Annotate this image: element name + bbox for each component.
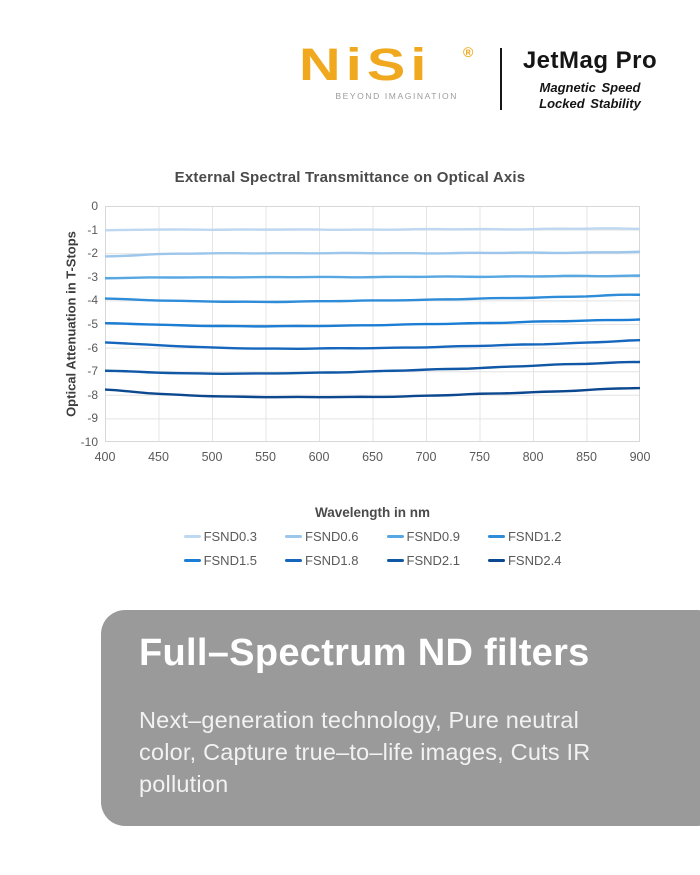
legend-item-FSND1.8: FSND1.8 [285,553,359,568]
x-tick-label: 600 [308,450,330,464]
series-line-FSND1.5 [105,318,640,328]
legend-dash-icon [386,535,404,538]
registered-trademark-icon: ® [463,44,474,60]
legend-item-FSND1.5: FSND1.5 [183,553,258,568]
legend-item-FSND0.6: FSND0.6 [285,529,359,544]
x-tick-label: 850 [576,450,597,464]
y-tick-label: -8 [87,387,98,402]
x-tick-label: 650 [362,450,383,464]
y-tick-label: -3 [87,269,98,284]
legend-label: FSND1.5 [203,553,258,568]
product-tagline-line2: Locked Stability [539,95,641,111]
legend-item-FSND2.1: FSND2.1 [386,553,460,568]
legend-dash-icon [285,559,303,562]
legend-row: FSND0.3 FSND0.6 FSND0.9 FSND1.2 [183,529,562,544]
feature-card: Full–Spectrum ND filters Next–generation… [101,610,700,826]
nisi-logo: NiSi [299,39,432,90]
legend-dash-icon [487,535,505,538]
series-line-FSND0.3 [105,227,640,232]
y-tick-label: -4 [87,293,98,308]
x-tick-label: 750 [469,450,490,464]
x-axis-title: Wavelength in nm [314,505,430,520]
x-axis-tick-labels: 400 450 500 550 600 650 700 750 800 850 900 [95,450,651,466]
legend-label: FSND2.1 [406,553,460,568]
series-line-FSND0.6 [105,250,640,258]
feature-card-title: Full–Spectrum ND filters [139,632,590,674]
legend-label: FSND2.4 [507,553,562,568]
x-tick-label: 800 [522,450,544,464]
legend-label: FSND1.8 [305,553,359,568]
chart-legend: FSND0.3 FSND0.6 FSND0.9 FSND1.2 FSND1.5 FSND1… [105,529,640,568]
legend-item-FSND0.3: FSND0.3 [183,529,258,544]
y-tick-label: -7 [87,364,98,379]
legend-label: FSND0.9 [406,529,460,544]
legend-dash-icon [487,559,505,562]
legend-item-FSND0.9: FSND0.9 [386,529,460,544]
header-divider [500,48,502,110]
y-tick-label: -2 [87,246,98,261]
product-tagline: Magnetic Speed Locked Stability [520,80,660,111]
x-tick-label: 450 [148,450,169,464]
series-line-FSND2.4 [105,386,640,399]
legend-label: FSND0.6 [305,529,359,544]
legend-label: FSND0.3 [203,529,258,544]
legend-label: FSND1.2 [507,529,562,544]
series-line-FSND0.9 [105,274,640,280]
legend-item-FSND1.2: FSND1.2 [487,529,562,544]
product-tagline-line1: Magnetic Speed [539,80,641,95]
y-tick-label: -6 [87,340,98,355]
series-line-FSND2.1 [105,360,640,375]
product-block: JetMag Pro Magnetic Speed Locked Stabili… [520,47,660,111]
y-tick-label: -5 [87,317,98,331]
y-tick-label: -10 [80,435,98,449]
x-tick-label: 400 [94,450,116,464]
legend-dash-icon [285,535,303,538]
y-tick-label: -9 [87,411,98,426]
x-tick-label: 900 [629,450,651,464]
legend-dash-icon [386,559,404,562]
series-line-FSND1.2 [105,293,640,304]
product-name: JetMag Pro [522,47,658,74]
legend-row: FSND1.5 FSND1.8 FSND2.1 FSND2.4 [183,553,562,568]
x-tick-label: 700 [415,450,437,464]
series-line-FSND1.8 [105,338,640,350]
y-axis-tick-labels: 0 -1 -2 -3 -4 -5 -6 -7 -8 -9 -10 [56,199,98,449]
legend-item-FSND2.4: FSND2.4 [487,553,562,568]
logo-tagline: BEYOND IMAGINATION [335,91,458,101]
y-tick-label: 0 [91,199,98,213]
chart-title: External Spectral Transmittance on Optic… [174,169,526,186]
line-chart-plot-area [105,206,640,442]
feature-card-description: Next–generation technology, Pure neutral… [139,707,591,797]
y-tick-label: -1 [87,222,98,237]
x-tick-label: 500 [201,450,223,464]
legend-dash-icon [183,535,201,538]
x-tick-label: 550 [255,450,276,464]
legend-dash-icon [183,559,201,562]
